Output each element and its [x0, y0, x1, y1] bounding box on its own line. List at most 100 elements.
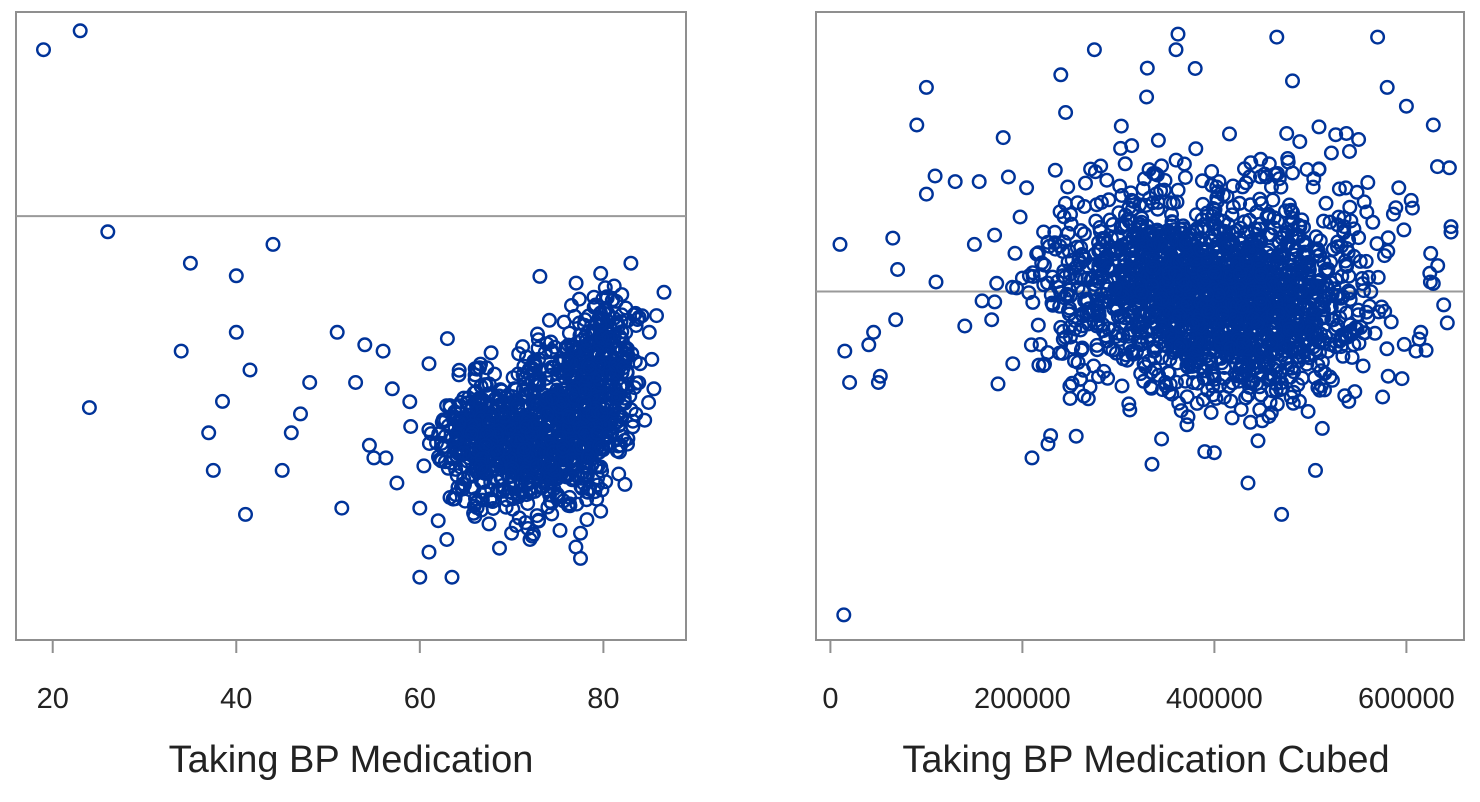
data-point: [511, 346, 527, 362]
data-point: [1287, 247, 1303, 263]
data-point: [623, 255, 639, 271]
data-point: [1303, 277, 1319, 293]
data-point: [564, 298, 580, 314]
data-point: [573, 550, 589, 566]
data-point: [451, 415, 467, 431]
data-point: [1323, 145, 1339, 161]
data-point: [492, 540, 508, 556]
data-point: [1242, 197, 1258, 213]
data-point: [1170, 340, 1186, 356]
data-point: [1408, 343, 1424, 359]
data-point: [832, 236, 848, 252]
data-point: [588, 459, 604, 475]
data-point: [1259, 208, 1275, 224]
data-point: [836, 607, 852, 623]
data-point: [1385, 206, 1401, 222]
data-point: [1193, 242, 1209, 258]
data-point: [1024, 450, 1040, 466]
data-point: [182, 255, 198, 271]
data-point: [1083, 161, 1099, 177]
data-point: [1136, 373, 1152, 389]
data-point: [1179, 417, 1195, 433]
data-point: [1076, 226, 1092, 242]
data-point: [1066, 353, 1082, 369]
data-point: [613, 378, 629, 394]
data-point: [1284, 215, 1300, 231]
data-point: [1200, 304, 1216, 320]
data-point: [890, 262, 906, 278]
data-point: [872, 368, 888, 384]
data-point: [1375, 389, 1391, 405]
data-point: [1344, 349, 1360, 365]
data-point: [1441, 160, 1457, 176]
data-point: [283, 425, 299, 441]
data-point: [1148, 340, 1164, 356]
data-point: [1212, 329, 1228, 345]
data-point: [1147, 293, 1163, 309]
data-point: [1305, 179, 1321, 195]
data-point: [496, 408, 512, 424]
data-point: [1308, 331, 1324, 347]
data-point: [1232, 266, 1248, 282]
data-point: [656, 284, 672, 300]
data-point: [1187, 61, 1203, 77]
data-point: [1077, 293, 1093, 309]
data-point: [1029, 246, 1045, 262]
x-tick-label: 60: [404, 683, 436, 715]
data-point: [1134, 336, 1150, 352]
data-point: [609, 315, 625, 331]
data-point: [888, 312, 904, 328]
data-point: [1281, 321, 1297, 337]
x-axis-label: Taking BP Medication: [169, 739, 534, 781]
data-point: [1237, 320, 1253, 336]
data-point: [614, 287, 630, 303]
data-point: [1023, 337, 1039, 353]
data-point: [606, 278, 622, 294]
data-point: [444, 569, 460, 585]
data-point: [1235, 334, 1251, 350]
data-point: [1269, 259, 1285, 275]
data-point: [1361, 269, 1377, 285]
x-axis-label: Taking BP Medication Cubed: [902, 739, 1389, 781]
data-point: [1223, 270, 1239, 286]
data-point: [440, 460, 456, 476]
data-point: [521, 473, 537, 489]
data-point: [582, 360, 598, 376]
data-point: [1207, 264, 1223, 280]
data-point: [619, 364, 635, 380]
data-point: [1005, 356, 1021, 372]
data-point: [1254, 413, 1270, 429]
data-point: [1168, 42, 1184, 58]
data-point: [1156, 182, 1172, 198]
data-point: [1179, 358, 1195, 374]
data-point: [1036, 224, 1052, 240]
data-point: [520, 496, 536, 512]
data-point: [516, 442, 532, 458]
data-point: [1374, 299, 1390, 315]
data-point: [552, 522, 568, 538]
data-point: [628, 305, 644, 321]
data-point: [460, 395, 476, 411]
data-point: [1123, 343, 1139, 359]
data-point: [1180, 409, 1196, 425]
data-point: [590, 477, 606, 493]
data-point: [1369, 236, 1385, 252]
data-point: [1179, 389, 1195, 405]
data-point: [598, 474, 614, 490]
data-point: [1047, 224, 1063, 240]
data-point: [1161, 365, 1177, 381]
data-point: [1142, 190, 1158, 206]
data-point: [469, 361, 485, 377]
data-point: [1070, 195, 1086, 211]
data-point: [1243, 242, 1259, 258]
data-point: [1341, 393, 1357, 409]
data-point: [1124, 239, 1140, 255]
data-point: [987, 227, 1003, 243]
data-point: [442, 399, 458, 415]
data-point: [1228, 310, 1244, 326]
data-point: [482, 492, 498, 508]
data-point: [1160, 222, 1176, 238]
data-point: [416, 458, 432, 474]
data-point: [1311, 119, 1327, 135]
data-point: [479, 360, 495, 376]
